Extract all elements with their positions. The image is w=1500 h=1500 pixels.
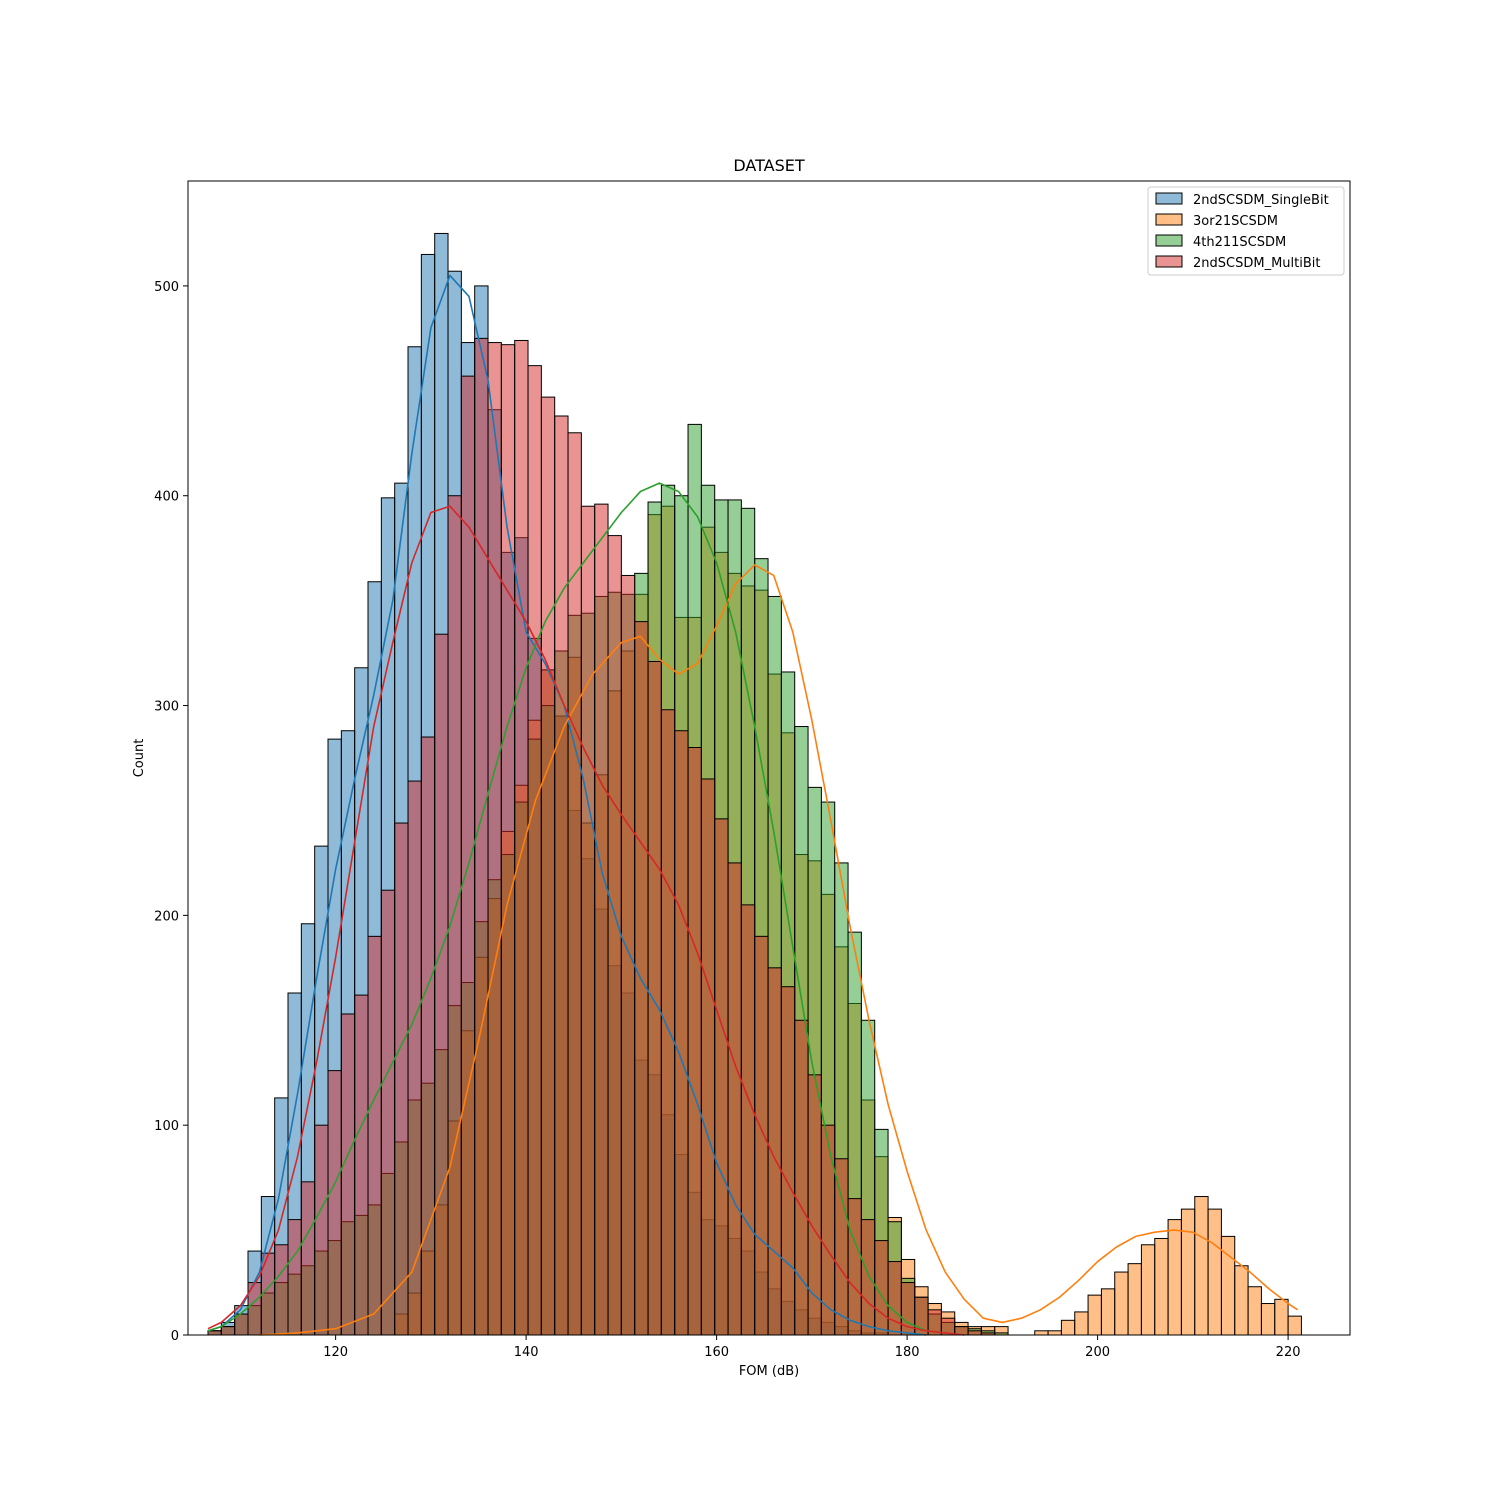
histogram-bar (834, 1158, 849, 1336)
kde-line-1 (259, 564, 1299, 1336)
histogram-bar (1287, 1315, 1302, 1336)
histogram-bar (967, 1330, 982, 1336)
legend: 2ndSCSDM_SingleBit 3or21SCSDM 4th211SCSDM 2… (1147, 186, 1345, 276)
legend-label: 4th211SCSDM (1193, 235, 1286, 250)
histogram-bar (487, 342, 502, 1336)
histogram-bar (300, 1181, 316, 1336)
histogram-bar (314, 1124, 329, 1336)
histogram-bar (714, 818, 729, 1336)
y-axis-label: Count (132, 739, 147, 778)
kde-line-3 (207, 505, 965, 1336)
histogram-bar (1247, 1286, 1262, 1336)
histogram-bars (207, 232, 1302, 1336)
histogram-bar (1114, 1271, 1129, 1336)
histogram-bar (1274, 1298, 1289, 1336)
histogram-bar (594, 503, 609, 1336)
series-bars-3 (207, 337, 996, 1336)
x-axis-ticks: 120 140 160 180 200 220 (323, 1335, 1301, 1360)
histogram-bar (447, 495, 462, 1336)
histogram-bar (1060, 1319, 1076, 1336)
histogram-bar (580, 505, 596, 1336)
histogram-bar (340, 1013, 356, 1336)
histogram-bar (754, 935, 769, 1336)
histogram-bar (1167, 1219, 1182, 1336)
histogram-bar (767, 967, 782, 1336)
histogram-bar (1207, 1208, 1222, 1336)
histogram-bar (1180, 1208, 1196, 1336)
histogram-bar (1087, 1294, 1102, 1336)
histogram-bar (274, 1244, 289, 1336)
y-tick-label: 500 (154, 280, 179, 295)
histogram-bar (727, 862, 742, 1336)
legend-label: 2ndSCSDM_SingleBit (1193, 193, 1329, 208)
kde-line-2 (207, 482, 946, 1334)
y-tick-label: 300 (154, 700, 179, 715)
x-tick-label: 160 (704, 1345, 729, 1360)
histogram-bar (434, 633, 449, 1336)
histogram-bar (380, 889, 396, 1336)
histogram-bar (660, 709, 676, 1336)
histogram-bar (1140, 1244, 1156, 1336)
histogram-bar (1034, 1330, 1049, 1336)
histogram-bar (860, 1219, 876, 1336)
legend-label: 2ndSCSDM_MultiBit (1193, 256, 1320, 271)
histogram-bar (687, 747, 702, 1336)
y-tick-label: 100 (154, 1119, 179, 1134)
histogram-bar (1100, 1288, 1116, 1336)
histogram-bar (700, 778, 716, 1336)
legend-swatch (1155, 255, 1183, 268)
histogram-bar (207, 1330, 222, 1336)
histogram-bar (1047, 1330, 1062, 1336)
chart-title: DATASET (733, 156, 804, 175)
histogram-bar (740, 904, 756, 1336)
histogram-bar (1234, 1265, 1249, 1336)
histogram-bar (1154, 1237, 1169, 1336)
histogram-bar (554, 415, 569, 1336)
histogram-bar (287, 1219, 302, 1336)
histogram-bar (367, 935, 382, 1336)
histogram-bar (354, 994, 369, 1336)
histogram-bar (847, 1198, 862, 1336)
legend-swatch (1155, 192, 1183, 205)
axes-frame (187, 180, 1351, 1336)
legend-swatch (1155, 234, 1183, 247)
histogram-bar (1074, 1311, 1089, 1336)
x-tick-label: 180 (895, 1345, 920, 1360)
histogram-bar (620, 574, 636, 1336)
histogram-bar (394, 822, 409, 1336)
legend-box (1147, 186, 1345, 276)
histogram-bar (527, 365, 542, 1336)
plot-area (207, 232, 1302, 1336)
histogram-bar (1260, 1303, 1276, 1336)
histogram-bar (634, 621, 649, 1336)
x-tick-label: 220 (1276, 1345, 1301, 1360)
histogram-bar (327, 1070, 342, 1336)
histogram-bar (420, 736, 436, 1336)
y-tick-label: 400 (154, 490, 179, 505)
histogram-bar (794, 1019, 809, 1336)
y-tick-label: 200 (154, 909, 179, 924)
legend-swatch (1155, 213, 1183, 226)
kde-curves (207, 274, 1299, 1336)
histogram-bar (540, 396, 556, 1336)
y-axis-ticks: 0 100 200 300 400 500 (154, 280, 188, 1344)
x-tick-label: 140 (514, 1345, 539, 1360)
x-tick-label: 120 (323, 1345, 348, 1360)
x-tick-label: 200 (1085, 1345, 1110, 1360)
histogram-bar (674, 730, 689, 1336)
histogram-bar (1127, 1263, 1142, 1336)
legend-label: 3or21SCSDM (1193, 214, 1278, 229)
histogram-bar (647, 660, 662, 1336)
histogram-bar (220, 1326, 236, 1336)
y-tick-label: 0 (171, 1329, 179, 1344)
histogram-bar (1194, 1196, 1209, 1336)
histogram-bar (780, 986, 796, 1336)
x-axis-label: FOM (dB) (739, 1364, 799, 1379)
